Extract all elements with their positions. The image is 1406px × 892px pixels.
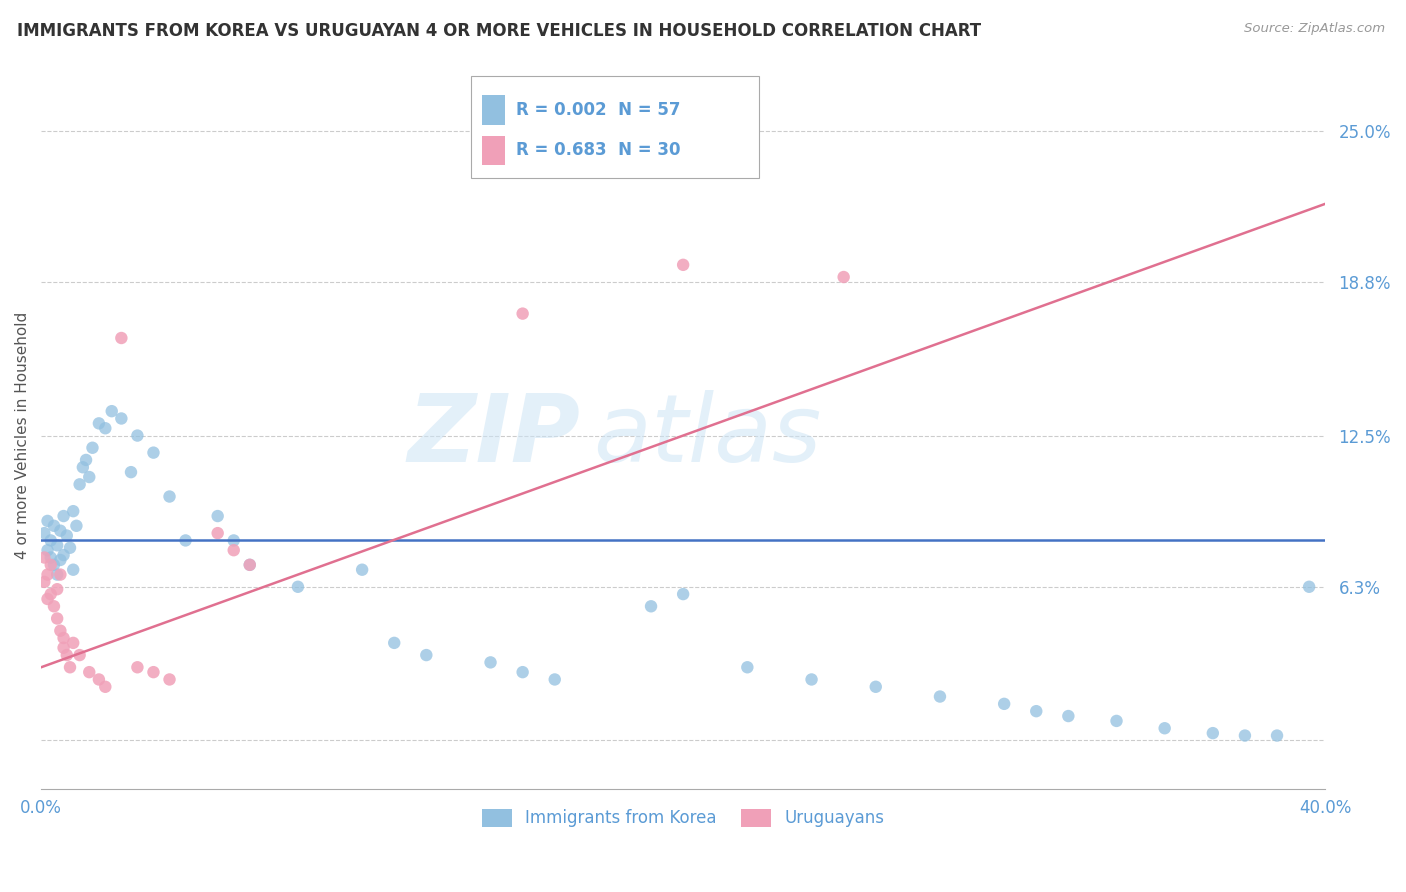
Point [37,543,59,558]
Point [39,558,62,572]
Point [100,404,122,418]
Point [127,660,149,674]
Point [174,533,197,548]
Point [62,563,84,577]
Point [49,553,72,567]
Point [59,660,82,674]
Point [82,441,104,455]
Point [800,673,823,687]
Point [239,558,262,572]
Point [46,611,69,625]
Point [37,567,59,582]
Point [87,673,110,687]
Text: IMMIGRANTS FROM KOREA VS URUGUAYAN 4 OR MORE VEHICLES IN HOUSEHOLD CORRELATION C: IMMIGRANTS FROM KOREA VS URUGUAYAN 4 OR … [17,22,981,40]
Point [42,518,65,533]
Point [77,470,100,484]
Text: ZIP: ZIP [408,390,581,482]
Point [46,567,69,582]
Point [110,331,132,345]
Point [1057,709,1080,723]
Point [479,656,502,670]
Point [69,477,91,491]
Point [544,673,567,687]
Point [1153,721,1175,735]
Point [1265,729,1288,743]
Point [993,697,1015,711]
Point [75,453,97,467]
Point [929,690,952,704]
Point [34,526,56,541]
Point [207,509,229,524]
Point [127,428,149,442]
Point [77,665,100,680]
Point [159,673,181,687]
Point [87,417,110,431]
Point [222,533,245,548]
Point [415,648,437,662]
Point [512,665,534,680]
Point [39,550,62,565]
Point [207,526,229,541]
Point [110,411,132,425]
Point [142,445,165,459]
Point [1233,729,1256,743]
Point [62,504,84,518]
Point [65,518,87,533]
Point [865,680,887,694]
Text: atlas: atlas [593,390,821,481]
Point [72,460,94,475]
Point [52,548,75,562]
Y-axis label: 4 or more Vehicles in Household: 4 or more Vehicles in Household [15,312,30,559]
Point [640,599,662,614]
Point [1105,714,1128,728]
Point [42,558,65,572]
Point [120,465,142,479]
Point [52,631,75,645]
Point [39,587,62,601]
Text: R = 0.683  N = 30: R = 0.683 N = 30 [516,141,681,159]
Text: R = 0.002  N = 57: R = 0.002 N = 57 [516,101,681,119]
Point [832,270,855,285]
Point [49,567,72,582]
Point [52,509,75,524]
Point [512,307,534,321]
Point [382,636,405,650]
Point [62,636,84,650]
Point [222,543,245,558]
Point [352,563,374,577]
Point [52,640,75,655]
Point [59,541,82,555]
Point [49,624,72,638]
Point [34,550,56,565]
Point [56,648,79,662]
Point [39,533,62,548]
Point [737,660,759,674]
Point [159,490,181,504]
Point [1202,726,1225,740]
Point [46,582,69,597]
Point [37,514,59,528]
Point [672,258,695,272]
Text: Source: ZipAtlas.com: Source: ZipAtlas.com [1244,22,1385,36]
Point [672,587,695,601]
Point [49,524,72,538]
Point [56,528,79,542]
Point [239,558,262,572]
Point [46,538,69,552]
Point [1025,704,1047,718]
Legend: Immigrants from Korea, Uruguayans: Immigrants from Korea, Uruguayans [475,802,891,834]
Point [37,591,59,606]
Point [287,580,309,594]
Point [94,421,117,435]
Point [42,599,65,614]
Point [69,648,91,662]
Point [142,665,165,680]
Point [94,680,117,694]
Point [34,574,56,589]
Point [1298,580,1320,594]
